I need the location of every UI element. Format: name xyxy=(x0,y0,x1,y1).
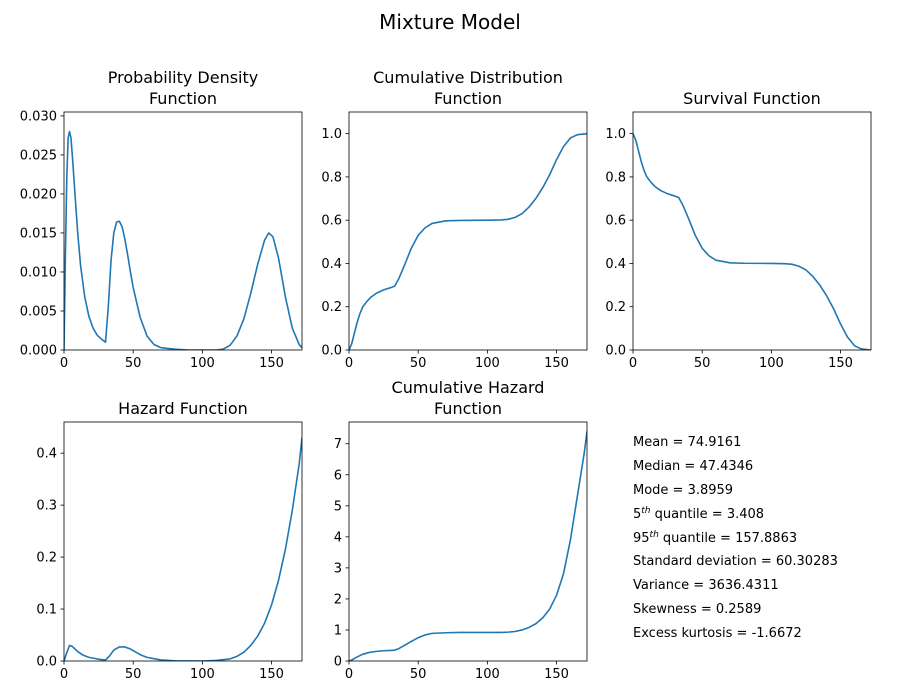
y-tick-label-pdf-5: 0.025 xyxy=(20,148,57,163)
y-tick-label-sf-4: 0.8 xyxy=(605,170,626,185)
stat-variance: Variance = 3636.4311 xyxy=(633,578,779,594)
y-tick-label-cdf-5: 1.0 xyxy=(321,127,342,142)
x-tick-label-hf-1: 50 xyxy=(125,667,142,682)
y-tick-label-pdf-3: 0.015 xyxy=(20,226,57,241)
stat-95th-quantile-number: 95 xyxy=(633,530,650,546)
y-tick-label-chf-0: 0 xyxy=(334,655,342,670)
subplot-title-pdf-0: Probability Density xyxy=(108,68,259,87)
stat-95th-quantile: 95th quantile = 157.8863 xyxy=(633,527,838,551)
axes-frame-chf xyxy=(348,421,588,662)
series-line-sf-0 xyxy=(633,133,871,350)
y-tick-label-chf-6: 6 xyxy=(334,468,342,483)
x-tick-label-cdf-3: 150 xyxy=(544,356,569,371)
axes-frame-sf xyxy=(632,111,872,351)
figure-title: Mixture Model xyxy=(379,10,521,34)
axes-frame-cdf xyxy=(348,111,588,351)
y-tick-label-pdf-4: 0.020 xyxy=(20,187,57,202)
stat-excess-kurtosis: Excess kurtosis = -1.6672 xyxy=(633,626,802,642)
stat-5th-quantile-value: quantile = 3.408 xyxy=(650,506,765,522)
y-tick-label-hf-4: 0.4 xyxy=(36,447,57,462)
x-tick-label-chf-2: 100 xyxy=(475,667,500,682)
subplot-title-pdf-1: Function xyxy=(149,89,217,108)
x-tick-label-chf-1: 50 xyxy=(410,667,427,682)
y-tick-label-pdf-2: 0.010 xyxy=(20,265,57,280)
x-tick-label-hf-2: 100 xyxy=(190,667,215,682)
subplot-hf: 0 50 100 150 0.0 0.1 0.2 0.3 0.4 Hazard Function xyxy=(36,399,303,682)
y-tick-label-sf-3: 0.6 xyxy=(605,214,626,229)
y-tick-label-chf-2: 2 xyxy=(334,592,342,607)
stat-5th-quantile: 5th quantile = 3.408 xyxy=(633,503,838,527)
x-tick-label-pdf-1: 50 xyxy=(125,356,142,371)
y-tick-label-pdf-6: 0.030 xyxy=(20,109,57,124)
y-tick-label-sf-5: 1.0 xyxy=(605,127,626,142)
y-tick-label-chf-3: 3 xyxy=(334,561,342,576)
y-tick-label-hf-2: 0.2 xyxy=(36,551,57,566)
subplot-title-cdf-1: Function xyxy=(434,89,502,108)
y-tick-label-pdf-1: 0.005 xyxy=(20,304,57,319)
series-line-cdf-0 xyxy=(349,132,587,350)
stat-5th-quantile-number: 5 xyxy=(633,506,642,522)
x-tick-label-pdf-3: 150 xyxy=(259,356,284,371)
y-tick-label-sf-2: 0.4 xyxy=(605,257,626,272)
statistics-panel: Mean = 74.9161 Median = 47.4346 Mode = 3… xyxy=(633,431,838,646)
x-tick-label-sf-1: 50 xyxy=(694,356,711,371)
series-line-pdf-0 xyxy=(64,130,302,350)
stat-95th-quantile-value: quantile = 157.8863 xyxy=(658,530,798,546)
axes-frame-pdf xyxy=(63,111,303,351)
stat-skewness: Skewness = 0.2589 xyxy=(633,602,762,618)
x-tick-label-chf-0: 0 xyxy=(345,667,353,682)
y-tick-label-hf-1: 0.1 xyxy=(36,603,57,618)
stat-mode: Mode = 3.8959 xyxy=(633,482,734,498)
x-tick-label-sf-0: 0 xyxy=(629,356,637,371)
y-tick-label-hf-3: 0.3 xyxy=(36,499,57,514)
y-tick-label-cdf-1: 0.2 xyxy=(321,300,342,315)
y-tick-label-hf-0: 0.0 xyxy=(36,655,57,670)
y-tick-label-cdf-2: 0.4 xyxy=(321,257,342,272)
y-tick-label-chf-1: 1 xyxy=(334,623,342,638)
x-tick-label-chf-3: 150 xyxy=(544,667,569,682)
subplot-title-hf-0: Hazard Function xyxy=(118,399,248,418)
subplot-title-chf-1: Function xyxy=(434,399,502,418)
x-tick-label-cdf-1: 50 xyxy=(410,356,427,371)
y-tick-label-cdf-3: 0.6 xyxy=(321,214,342,229)
y-tick-label-cdf-4: 0.8 xyxy=(321,170,342,185)
y-tick-label-chf-5: 5 xyxy=(334,499,342,514)
axes-frame-hf xyxy=(63,421,303,662)
x-tick-label-pdf-0: 0 xyxy=(60,356,68,371)
series-line-chf-0 xyxy=(349,431,587,661)
x-tick-label-hf-3: 150 xyxy=(259,667,284,682)
subplot-title-sf-0: Survival Function xyxy=(683,89,821,108)
subplot-cdf: 0 50 100 150 0.0 0.2 0.4 0.6 0.8 1.0 Cumulative Di… xyxy=(321,68,588,371)
subplot-title-chf-0: Cumulative Hazard xyxy=(392,378,545,397)
subplot-sf: 0 50 100 150 0.0 0.2 0.4 0.6 0.8 1.0 Survival Func… xyxy=(605,89,872,371)
subplot-pdf: 0 50 100 150 0.000 0.005 0.010 0.015 0.020 0.025 0… xyxy=(20,68,303,371)
x-tick-label-sf-2: 100 xyxy=(759,356,784,371)
x-tick-label-sf-3: 150 xyxy=(828,356,853,371)
y-tick-label-chf-7: 7 xyxy=(334,437,342,452)
y-tick-label-chf-4: 4 xyxy=(334,530,342,545)
subplot-title-cdf-0: Cumulative Distribution xyxy=(373,68,563,87)
x-tick-label-cdf-0: 0 xyxy=(345,356,353,371)
stat-5th-quantile-suffix: th xyxy=(641,505,651,516)
y-tick-label-pdf-0: 0.000 xyxy=(20,344,57,359)
x-tick-label-cdf-2: 100 xyxy=(475,356,500,371)
x-tick-label-pdf-2: 100 xyxy=(190,356,215,371)
y-tick-label-sf-0: 0.0 xyxy=(605,344,626,359)
y-tick-label-cdf-0: 0.0 xyxy=(321,344,342,359)
series-line-hf-0 xyxy=(64,437,302,661)
x-tick-label-hf-0: 0 xyxy=(60,667,68,682)
subplot-chf: 0 50 100 150 0 1 2 3 4 5 6 7 Cumulative Hazard Functi… xyxy=(334,378,588,682)
stat-95th-quantile-suffix: th xyxy=(649,529,659,540)
y-tick-label-sf-1: 0.2 xyxy=(605,300,626,315)
stat-median: Median = 47.4346 xyxy=(633,458,754,474)
stat-standard-deviation: Standard deviation = 60.30283 xyxy=(633,554,838,570)
stat-mean: Mean = 74.9161 xyxy=(633,435,742,450)
